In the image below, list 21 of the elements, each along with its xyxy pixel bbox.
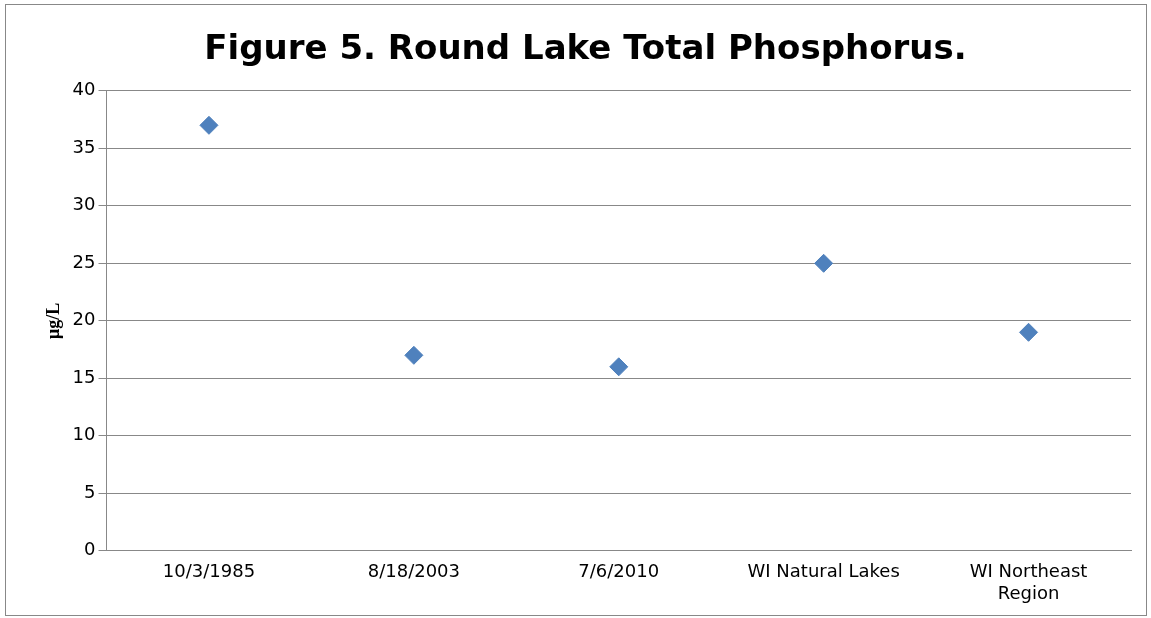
x-tick-label: WI Natural Lakes: [747, 560, 900, 582]
y-tick-label: 0: [84, 538, 96, 560]
point: [1019, 322, 1039, 342]
x-tick-label: 8/18/2003: [367, 560, 460, 582]
y-tick-label: 20: [72, 308, 96, 330]
y-tick-label: 30: [72, 193, 96, 215]
y-tick-label: 10: [72, 423, 96, 445]
y-tick-label: 35: [72, 135, 96, 157]
y-tick-label: 15: [72, 365, 96, 387]
y-tick-label: 5: [84, 480, 96, 502]
point: [199, 115, 219, 135]
chart-title: Figure 5. Round Lake Total Phosphorus.: [204, 27, 967, 68]
point: [814, 253, 834, 273]
x-tick-label: WI Northeast Region: [969, 560, 1088, 603]
x-tick-label: 7/6/2010: [578, 560, 660, 582]
x-tick-label: 10/3/1985: [162, 560, 256, 582]
y-tick-label: 40: [72, 78, 96, 100]
point: [404, 345, 424, 365]
point: [609, 357, 629, 377]
y-tick-label: 25: [72, 250, 96, 272]
y-axis-title: μg/L: [43, 302, 64, 339]
